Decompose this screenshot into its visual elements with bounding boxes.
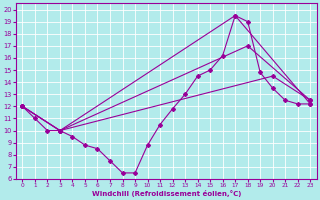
X-axis label: Windchill (Refroidissement éolien,°C): Windchill (Refroidissement éolien,°C) <box>92 190 241 197</box>
